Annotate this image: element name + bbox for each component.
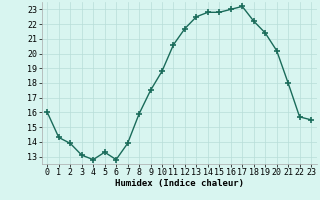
X-axis label: Humidex (Indice chaleur): Humidex (Indice chaleur) <box>115 179 244 188</box>
